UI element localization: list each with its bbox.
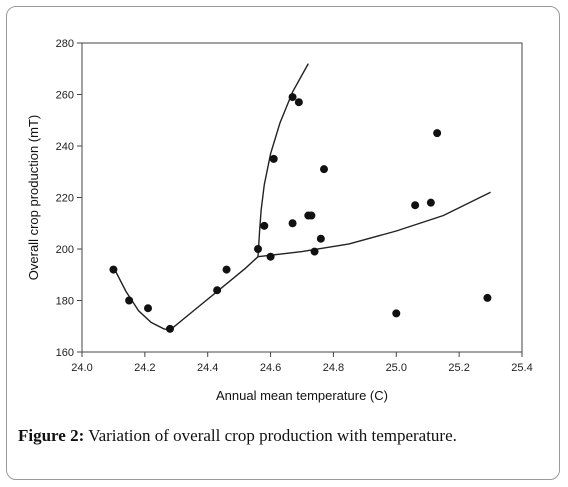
data-point bbox=[316, 234, 325, 243]
figure-label: Figure 2: bbox=[18, 426, 85, 445]
data-point bbox=[109, 265, 118, 274]
y-axis-title: Overall crop production (mT) bbox=[26, 115, 41, 280]
y-axis: 160 180 200 220 240 260 280 bbox=[56, 38, 82, 359]
data-points bbox=[109, 93, 492, 333]
data-point bbox=[294, 98, 303, 107]
data-point bbox=[144, 304, 152, 313]
data-point bbox=[483, 293, 492, 302]
x-tick-label: 25.0 bbox=[386, 362, 407, 374]
figure-caption: Figure 2: Variation of overall crop prod… bbox=[18, 426, 548, 446]
x-axis: 24.0 24.2 24.4 24.6 24.8 25.0 25.2 25.4 bbox=[71, 352, 533, 374]
x-axis-title: Annual mean temperature (C) bbox=[216, 388, 388, 403]
x-tick-label: 24.4 bbox=[197, 362, 218, 374]
data-point bbox=[213, 286, 222, 295]
data-point bbox=[125, 296, 134, 305]
data-point bbox=[392, 309, 401, 318]
data-point bbox=[266, 252, 275, 261]
fit-line bbox=[257, 191, 491, 258]
y-tick-label: 160 bbox=[56, 347, 74, 359]
data-point bbox=[222, 265, 231, 274]
x-tick-label: 24.2 bbox=[134, 362, 155, 374]
data-point bbox=[307, 211, 316, 220]
y-tick-label: 280 bbox=[56, 38, 74, 50]
fit-line bbox=[169, 256, 259, 331]
data-point bbox=[426, 198, 435, 207]
scatter-chart: 24.0 24.2 24.4 24.6 24.8 25.0 25.2 25.4 160 180 2… bbox=[26, 38, 533, 403]
x-tick-label: 24.6 bbox=[260, 362, 281, 374]
y-tick-label: 220 bbox=[56, 193, 74, 205]
plot-area: 24.0 24.2 24.4 24.6 24.8 25.0 25.2 25.4 160 180 2… bbox=[56, 38, 533, 374]
data-point bbox=[411, 201, 420, 210]
x-tick-label: 24.0 bbox=[71, 362, 92, 374]
x-tick-label: 24.8 bbox=[323, 362, 344, 374]
figure-caption-text: Variation of overall crop production wit… bbox=[84, 426, 457, 445]
data-point bbox=[269, 154, 278, 163]
data-point bbox=[433, 129, 442, 138]
y-tick-label: 200 bbox=[56, 244, 74, 256]
data-point bbox=[310, 247, 319, 256]
data-point bbox=[260, 221, 269, 230]
y-tick-label: 260 bbox=[56, 90, 74, 102]
x-tick-label: 25.4 bbox=[511, 362, 532, 374]
y-tick-label: 180 bbox=[56, 296, 74, 308]
x-tick-label: 25.2 bbox=[448, 362, 469, 374]
data-point bbox=[288, 93, 297, 102]
data-point bbox=[320, 165, 328, 174]
data-point bbox=[254, 245, 262, 253]
figure-frame bbox=[6, 6, 560, 480]
data-point bbox=[288, 219, 297, 228]
fit-line bbox=[112, 266, 171, 331]
data-point bbox=[166, 324, 174, 333]
y-tick-label: 240 bbox=[56, 141, 74, 153]
